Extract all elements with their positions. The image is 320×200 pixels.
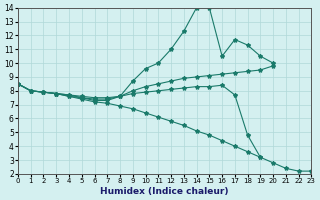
X-axis label: Humidex (Indice chaleur): Humidex (Indice chaleur)	[100, 187, 229, 196]
